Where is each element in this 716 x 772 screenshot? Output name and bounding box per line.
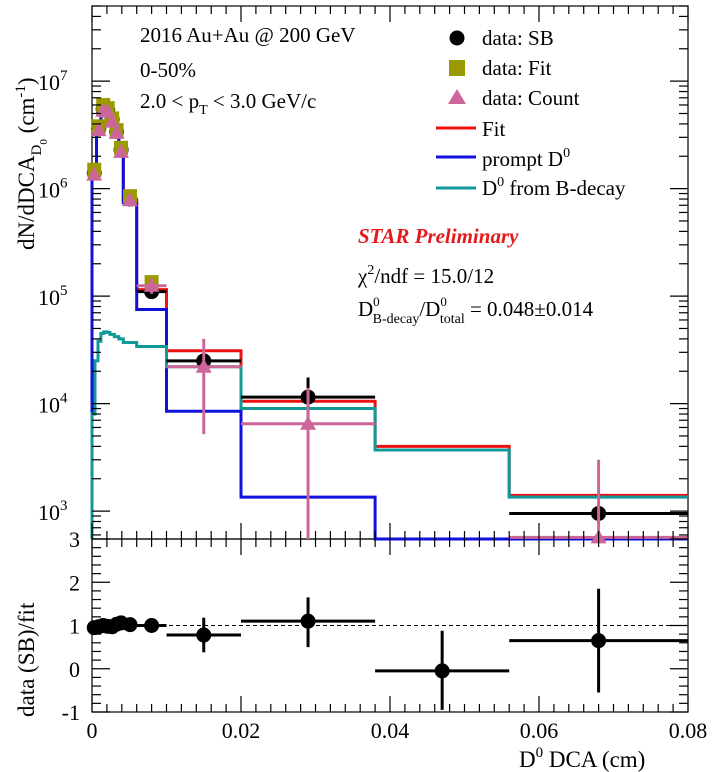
- data-count-point-5: [108, 124, 125, 139]
- pt-range-lo: 2.0 < p: [140, 89, 199, 113]
- bottom-y-tick-label-2: 1: [69, 614, 80, 639]
- top-y-tick-base-4: 10: [38, 70, 60, 95]
- bottom-axes: -1 0 1 2 3 0 0.02 0.04 0.06 0.08: [62, 527, 708, 743]
- pt-range-hi: < 3.0 GeV/c: [208, 89, 317, 113]
- fraction-sub2: total: [440, 312, 465, 327]
- legend: data: SB data: Fit data: Count Fit promp…: [436, 26, 626, 200]
- chi2-annotation: χ2/ndf = 15.0/12: [357, 263, 494, 288]
- legend-label-bdecay: D0 from B-decay: [482, 175, 626, 200]
- legend-marker-data-count: [448, 89, 466, 104]
- x-tick-label-2: 0.04: [371, 718, 410, 743]
- data-count-point-3: [99, 103, 116, 118]
- fraction-value: = 0.048±0.014: [465, 297, 594, 321]
- data-count-point-4: [104, 113, 121, 128]
- annotation-pt-range: 2.0 < pT < 3.0 GeV/c: [140, 89, 316, 118]
- annotation-centrality: 0-50%: [140, 58, 196, 82]
- top-y-tick-base-2: 10: [38, 285, 60, 310]
- x-tick-label-3: 0.06: [520, 718, 559, 743]
- x-tick-label-0: 0: [87, 718, 98, 743]
- x-axis-label: D0 DCA (cm): [519, 745, 645, 772]
- legend-label-fit: Fit: [482, 117, 506, 141]
- top-y-tick-base-1: 10: [38, 393, 60, 418]
- data-count-point-9: [195, 358, 212, 373]
- fraction-annotation: D0 B-decay/D0 total = 0.048±0.014: [358, 294, 594, 327]
- legend-prompt-text: prompt D: [482, 147, 563, 171]
- ratio-point-12: [591, 633, 607, 649]
- fraction-sup1: 0: [373, 294, 380, 309]
- top-ylabel-unit-sup: -1: [13, 85, 29, 98]
- bottom-y-tick-label-1: 0: [69, 657, 80, 682]
- fraction-sub1: B-decay: [373, 312, 420, 327]
- top-y-tick-exp-3: 6: [60, 176, 68, 192]
- top-y-tick-base-0: 10: [38, 500, 60, 525]
- ratio-point-7: [122, 617, 138, 633]
- legend-prompt-sup: 0: [563, 146, 570, 161]
- legend-bdecay-sup: 0: [497, 175, 504, 190]
- ratio-point-9: [196, 627, 212, 643]
- bottom-y-tick-label-3: 2: [69, 570, 80, 595]
- top-ylabel-unit: (cm: [14, 97, 39, 139]
- step-d0-from-b-decay: [90, 330, 688, 539]
- data-count-point-0: [86, 166, 103, 181]
- fraction-slash: /D: [419, 297, 440, 321]
- data-count-point-1: [90, 122, 107, 137]
- top-y-tick-exp-0: 3: [60, 498, 68, 514]
- ratio-point-8: [144, 618, 160, 633]
- bottom-y-tick-label-4: 3: [69, 527, 80, 552]
- x-tick-label-1: 0.02: [222, 718, 261, 743]
- top-ylabel-main: dN/dDCA: [14, 155, 39, 250]
- top-ylabel-subsub: 0: [38, 139, 50, 145]
- star-preliminary-label: STAR Preliminary: [358, 224, 519, 248]
- top-ylabel-unit-close: ): [14, 77, 39, 85]
- pt-range-sub: T: [199, 103, 208, 118]
- bottom-y-tick-label-0: -1: [62, 700, 80, 725]
- x-tick-label-4: 0.08: [669, 718, 708, 743]
- top-y-tick-label-1: 104: [38, 391, 68, 418]
- xlabel-d: D: [519, 747, 536, 772]
- bottom-plot-area: [86, 588, 688, 710]
- data-count-point-10: [300, 415, 317, 430]
- top-y-tick-label-2: 105: [38, 283, 68, 310]
- top-y-tick-exp-1: 4: [60, 391, 68, 407]
- ratio-point-11: [434, 663, 450, 679]
- data-count-point-6: [113, 143, 130, 158]
- top-y-tick-label-0: 103: [38, 498, 68, 525]
- chi2-sup: 2: [367, 263, 374, 278]
- fraction-d1: D: [358, 297, 373, 321]
- legend-label-prompt: prompt D0: [482, 146, 570, 171]
- chi2-rest: /ndf = 15.0/12: [374, 264, 494, 288]
- bottom-y-axis-label: data (SB)/fit: [14, 602, 39, 717]
- legend-bdecay-d: D: [482, 176, 497, 200]
- data-count-point-7: [121, 192, 138, 207]
- xlabel-rest: DCA (cm): [543, 747, 645, 772]
- legend-label-data-count: data: Count: [482, 86, 580, 110]
- chi2-symbol: χ: [357, 264, 368, 288]
- top-y-axis-label: dN/dDCAD0 (cm-1): [13, 77, 50, 250]
- legend-marker-data-fit: [449, 60, 465, 76]
- top-y-tick-base-3: 10: [38, 178, 60, 203]
- legend-label-data-fit: data: Fit: [482, 56, 552, 80]
- top-ylabel-sub: D: [29, 144, 45, 155]
- fraction-sup2: 0: [440, 294, 447, 309]
- legend-bdecay-rest: from B-decay: [504, 176, 626, 200]
- ratio-point-10: [300, 613, 316, 629]
- annotation-collision-system: 2016 Au+Au @ 200 GeV: [140, 23, 356, 47]
- legend-marker-data-sb: [449, 30, 465, 46]
- data-count-point-8: [143, 277, 160, 292]
- top-y-tick-label-4: 107: [38, 68, 68, 95]
- top-y-tick-exp-2: 5: [60, 283, 68, 299]
- legend-label-data-sb: data: SB: [482, 26, 554, 50]
- xlabel-sup: 0: [536, 745, 544, 761]
- top-y-tick-exp-4: 7: [60, 68, 68, 84]
- top-y-tick-label-3: 106: [38, 176, 68, 203]
